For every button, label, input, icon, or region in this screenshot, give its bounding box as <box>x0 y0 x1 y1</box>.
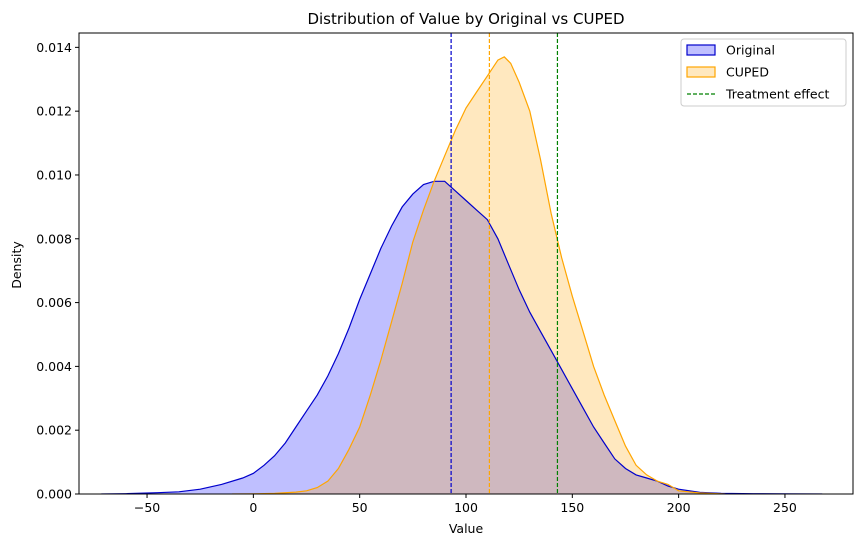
legend-item-treatment-effect: Treatment effect <box>687 87 829 102</box>
legend: Original CUPED Treatment effect <box>680 38 847 107</box>
chart-title: Distribution of Value by Original vs CUP… <box>307 10 624 28</box>
legend-item-original: Original <box>686 43 775 58</box>
y-tick-label: 0.004 <box>36 359 72 374</box>
axis-ticks: −50 0 50 100 150 200 250 0.000 0.002 0.004 0.006 0.… <box>36 40 797 515</box>
y-axis-label: Density <box>9 241 24 289</box>
y-tick-label: 0.008 <box>36 231 72 246</box>
legend-box <box>680 38 847 107</box>
legend-label: CUPED <box>726 65 769 80</box>
legend-swatch <box>686 44 716 56</box>
legend-label: Original <box>726 43 775 58</box>
y-tick-label: 0.012 <box>36 104 72 119</box>
legend-item-cuped: CUPED <box>686 65 769 80</box>
x-tick-label: 150 <box>560 500 584 515</box>
y-tick-label: 0.002 <box>36 423 72 438</box>
density-area-cuped <box>232 56 726 494</box>
x-tick-label: 0 <box>249 500 257 515</box>
y-tick-label: 0.006 <box>36 295 72 310</box>
plot-area <box>101 33 823 494</box>
y-tick-label: 0.010 <box>36 167 72 182</box>
y-tick-label: 0.014 <box>36 40 72 55</box>
x-tick-label: −50 <box>134 500 160 515</box>
density-area-original <box>101 181 823 494</box>
x-tick-label: 100 <box>454 500 478 515</box>
density-line-original <box>101 180 823 494</box>
y-tick-label: 0.000 <box>36 487 72 502</box>
x-axis-label: Value <box>449 521 484 536</box>
density-line-cuped <box>232 56 726 494</box>
legend-label: Treatment effect <box>725 87 829 102</box>
legend-swatch <box>686 66 716 78</box>
x-tick-label: 50 <box>352 500 368 515</box>
x-tick-label: 200 <box>667 500 691 515</box>
x-tick-label: 250 <box>773 500 797 515</box>
axes-frame <box>78 32 854 495</box>
